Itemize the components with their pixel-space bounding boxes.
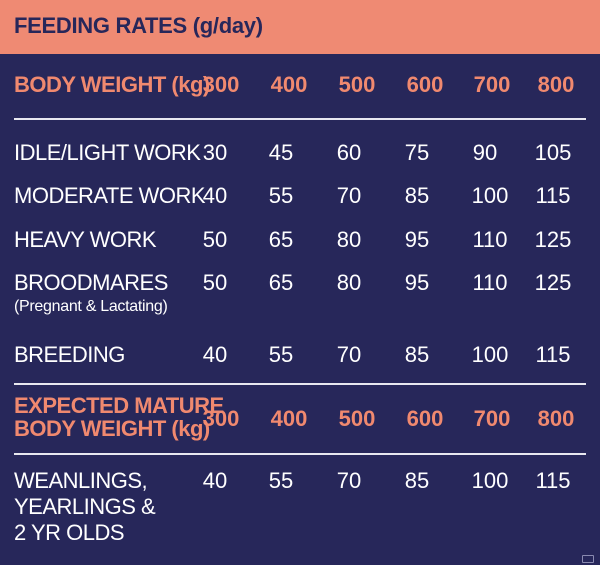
young-horses-label: WEANLINGS, YEARLINGS & 2 YR OLDS [14, 468, 156, 546]
row-label: MODERATE WORK [14, 183, 206, 208]
cell-value: 50 [202, 227, 228, 252]
young-horses-label-line2: YEARLINGS & [14, 494, 156, 519]
cell-value: 40 [202, 468, 228, 493]
young-horses-label-line3: 2 YR OLDS [14, 520, 125, 545]
cell-value: 90 [472, 140, 498, 165]
body-weight-600: 600 [406, 72, 444, 97]
mature-weight-600: 600 [406, 406, 444, 431]
cell-value: 50 [202, 270, 228, 295]
cell-value: 70 [336, 183, 362, 208]
divider-middle [14, 383, 586, 385]
body-weight-300: 300 [202, 72, 240, 97]
row-sublabel: (Pregnant & Lactating) [14, 298, 168, 315]
cell-value: 100 [471, 468, 509, 493]
row-label: IDLE/LIGHT WORK [14, 140, 201, 165]
cell-value: 75 [404, 140, 430, 165]
cell-value: 115 [535, 342, 571, 367]
young-horses-label-line1: WEANLINGS, [14, 468, 148, 493]
cell-value: 85 [404, 468, 430, 493]
cell-value: 55 [268, 183, 294, 208]
header-band: FEEDING RATES (g/day) [0, 0, 600, 54]
row-label: HEAVY WORK [14, 227, 157, 252]
cell-value: 60 [336, 140, 362, 165]
cell-value: 100 [471, 183, 509, 208]
cell-value: 55 [268, 342, 294, 367]
cell-value: 55 [268, 468, 294, 493]
cell-value: 65 [268, 227, 294, 252]
cell-value: 85 [404, 342, 430, 367]
cell-value: 40 [202, 342, 228, 367]
mature-weight-300: 300 [202, 406, 240, 431]
cell-value: 100 [471, 342, 509, 367]
cell-value: 40 [202, 183, 228, 208]
cell-value: 110 [472, 227, 508, 252]
body-weight-400: 400 [270, 72, 308, 97]
mature-weight-500: 500 [338, 406, 376, 431]
body-weight-label: BODY WEIGHT (kg) [14, 72, 210, 97]
cell-value: 95 [404, 227, 430, 252]
cell-value: 80 [336, 270, 362, 295]
mature-weight-800: 800 [537, 406, 575, 431]
corner-icon [582, 555, 594, 563]
mature-weight-400: 400 [270, 406, 308, 431]
cell-value: 85 [404, 183, 430, 208]
cell-value: 65 [268, 270, 294, 295]
body-weight-500: 500 [338, 72, 376, 97]
row-label: BROODMARES (Pregnant & Lactating) [14, 270, 168, 316]
divider-bottom [14, 453, 586, 455]
mature-weight-label: EXPECTED MATURE BODY WEIGHT (kg) [14, 394, 224, 440]
cell-value: 70 [336, 342, 362, 367]
mature-weight-700: 700 [473, 406, 511, 431]
mature-weight-label-line1: EXPECTED MATURE [14, 393, 224, 418]
body-weight-800: 800 [537, 72, 575, 97]
cell-value: 125 [534, 227, 572, 252]
cell-value: 105 [534, 140, 572, 165]
mature-weight-label-line2: BODY WEIGHT (kg) [14, 416, 210, 441]
cell-value: 110 [472, 270, 508, 295]
cell-value: 115 [535, 183, 571, 208]
divider-top [14, 118, 586, 120]
cell-value: 125 [534, 270, 572, 295]
cell-value: 80 [336, 227, 362, 252]
row-label-main: BROODMARES [14, 270, 168, 295]
cell-value: 115 [535, 468, 571, 493]
cell-value: 70 [336, 468, 362, 493]
cell-value: 95 [404, 270, 430, 295]
row-label: BREEDING [14, 342, 125, 367]
table-title: FEEDING RATES (g/day) [14, 13, 263, 38]
cell-value: 30 [202, 140, 228, 165]
body-weight-700: 700 [473, 72, 511, 97]
cell-value: 45 [268, 140, 294, 165]
